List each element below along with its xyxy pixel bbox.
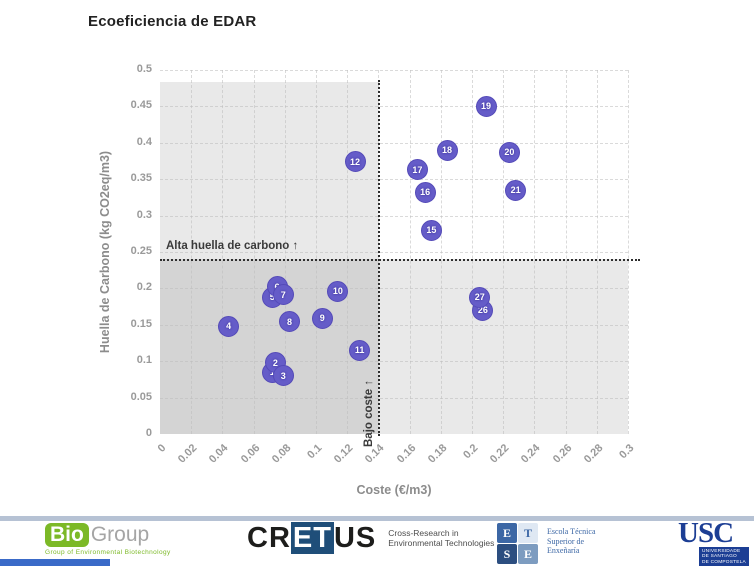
- gridline-horizontal: [160, 70, 628, 71]
- y-tick-label: 0.35: [130, 172, 152, 185]
- cretus-logo-cr: CR: [247, 522, 291, 554]
- gridline-horizontal: [160, 288, 628, 290]
- data-point-20[interactable]: 20: [498, 141, 520, 163]
- footer-divider-bar: [0, 516, 754, 521]
- x-tick-label: 0: [155, 442, 169, 455]
- data-point-10[interactable]: 10: [327, 280, 349, 302]
- data-point-15[interactable]: 15: [420, 219, 442, 241]
- gridline-horizontal: [160, 215, 628, 217]
- annotation-low-cost: Bajo coste ↑: [363, 379, 375, 447]
- biogroup-tagline: Group of Environmental Biotechnology: [45, 549, 171, 556]
- gridline-horizontal: [160, 252, 628, 253]
- y-tick-label: 0.4: [136, 135, 152, 148]
- gridline-vertical: [628, 70, 629, 434]
- cretus-tagline: Cross-Research in Environmental Technolo…: [388, 528, 495, 548]
- data-point-3[interactable]: 3: [272, 365, 294, 387]
- annotation-high-carbon: Alta huella de carbono ↑: [166, 240, 299, 252]
- usc-name: UNIVERSIDADE DE SANTIAGO DE COMPOSTELA: [699, 547, 749, 566]
- y-tick-label: 0.5: [136, 63, 152, 75]
- data-point-16[interactable]: 16: [414, 181, 436, 203]
- usc-acronym: USC: [678, 517, 734, 549]
- y-tick-label: 0.15: [130, 317, 152, 330]
- data-point-18[interactable]: 18: [436, 139, 458, 161]
- y-tick-label: 0.1: [136, 354, 152, 367]
- y-tick-label: 0.25: [130, 245, 152, 257]
- data-point-19[interactable]: 19: [475, 95, 497, 117]
- data-point-4[interactable]: 4: [218, 315, 240, 337]
- y-tick-label: 0.05: [130, 390, 152, 403]
- gridline-horizontal: [160, 361, 628, 363]
- biogroup-logo-group: Group: [90, 523, 150, 546]
- y-tick-label: 0.2: [136, 281, 152, 294]
- threshold-line-carbon: [160, 259, 640, 262]
- y-tick-label: 0.45: [130, 99, 152, 112]
- chart-title: Ecoeficiencia de EDAR: [88, 13, 257, 30]
- x-axis-label: Coste (€/m3): [356, 483, 432, 497]
- biogroup-logo-bio: Bio: [45, 523, 89, 547]
- data-point-7[interactable]: 7: [272, 284, 294, 306]
- gridline-horizontal: [160, 142, 628, 144]
- cretus-logo-us: US: [333, 522, 377, 554]
- data-point-17[interactable]: 17: [406, 159, 428, 181]
- gridline-horizontal: [160, 397, 628, 399]
- cretus-logo-et: ET: [290, 522, 334, 554]
- data-point-11[interactable]: 11: [349, 339, 371, 361]
- gridline-horizontal: [160, 106, 628, 108]
- data-point-27[interactable]: 27: [469, 286, 491, 308]
- footer-accent-strip: [0, 559, 110, 566]
- etse-logo: E T S E Escola Técnica Superior de Enxeñ…: [497, 523, 596, 564]
- data-point-9[interactable]: 9: [311, 307, 333, 329]
- biogroup-logo: Bio Group Group of Environmental Biotech…: [45, 523, 171, 556]
- usc-logo: USC UNIVERSIDADE DE SANTIAGO DE COMPOSTE…: [678, 519, 749, 566]
- data-point-12[interactable]: 12: [344, 151, 366, 173]
- threshold-line-cost: [378, 80, 381, 436]
- y-tick-label: 0: [145, 427, 152, 439]
- data-point-8[interactable]: 8: [278, 311, 300, 333]
- y-axis-label: Huella de Carbono (kg CO2eq/m3): [98, 150, 112, 354]
- gridline-horizontal: [160, 324, 628, 326]
- y-tick-label: 0.3: [136, 208, 152, 221]
- cretus-logo: CRETUS Cross-Research in Environmental T…: [247, 522, 495, 554]
- etse-name: Escola Técnica Superior de Enxeñaría: [547, 527, 596, 555]
- gridline-horizontal: [160, 179, 628, 181]
- shaded-zone-low-carbon: [160, 259, 628, 434]
- etse-puzzle-icon: E T S E: [497, 523, 538, 564]
- scatter-plot: 0 0.05 0.1 0.15 0.2 0.25 0.3 0.35 0.4 0.45 0.5 0 0.0…: [130, 63, 640, 466]
- data-point-21[interactable]: 21: [505, 179, 527, 201]
